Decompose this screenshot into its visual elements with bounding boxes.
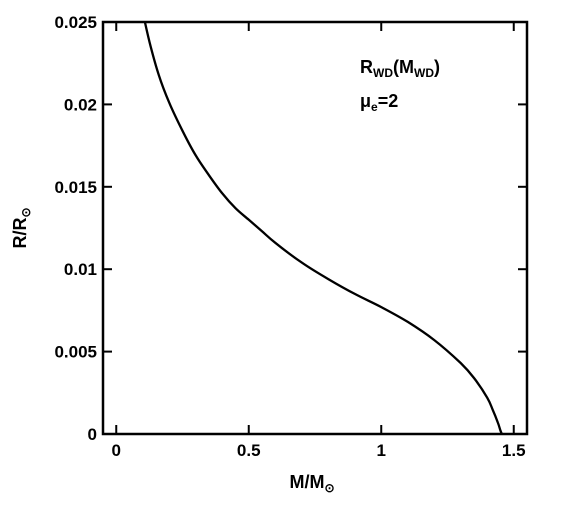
y-tick-label: 0.015 [54,178,97,197]
annotation-label: RWD(MWD) μe=2 [360,57,440,114]
x-tick-label: 1 [377,441,386,460]
y-axis-ticks: 0 0.005 0.01 0.015 0.02 0.025 [54,13,527,444]
svg-text:μe=2: μe=2 [360,91,398,114]
y-axis-label: R/R⊙ [10,207,33,248]
annotation-open: (M [393,57,414,77]
y-tick-label: 0.01 [64,260,97,279]
annotation-r: R [360,57,373,77]
annotation-close: ) [434,57,440,77]
x-axis-ticks: 0 0.5 1 1.5 [112,22,526,460]
annotation-r-sub: WD [373,66,393,80]
svg-text:RWD(MWD): RWD(MWD) [360,57,440,80]
y-tick-label: 0.025 [54,13,97,32]
annotation-mu: μ [360,91,371,111]
y-tick-label: 0.005 [54,343,97,362]
annotation-mu-sub: e [371,100,378,114]
x-tick-label: 1.5 [502,441,526,460]
y-tick-label: 0.02 [64,95,97,114]
y-axis-label-main: R/R [10,218,30,249]
series-line [143,21,503,435]
x-axis-label-main: M/M [289,472,324,492]
annotation-m-sub: WD [414,66,434,80]
y-axis-label-sub: ⊙ [19,207,33,217]
y-tick-label: 0 [88,425,97,444]
x-tick-label: 0 [112,441,121,460]
x-axis-label: M/M⊙ [289,472,334,495]
plot-frame [101,20,529,436]
x-tick-label: 0.5 [237,441,261,460]
annotation-mu-value: =2 [378,91,399,111]
x-axis-label-sub: ⊙ [324,481,334,495]
